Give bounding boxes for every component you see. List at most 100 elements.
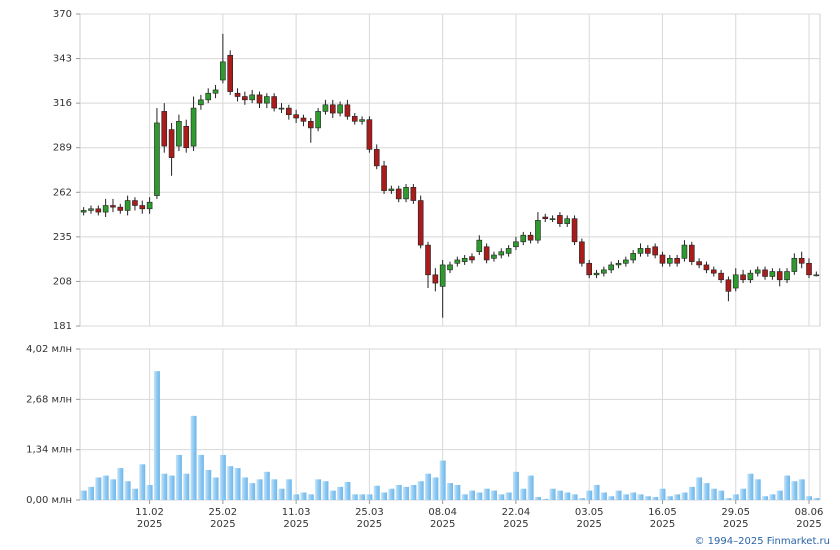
candle-body: [601, 269, 607, 274]
y-tick-label: 316: [53, 98, 72, 109]
volume-bar: [806, 496, 813, 500]
x-tick-label: 25.03 2025: [355, 507, 384, 530]
volume-bar: [190, 415, 197, 500]
x-tick-label: 25.02 2025: [208, 507, 238, 530]
candle-body: [154, 122, 160, 196]
candle-body: [681, 244, 688, 259]
candle-body: [234, 92, 241, 97]
volume-bar: [439, 460, 446, 500]
candle-body: [579, 241, 585, 264]
candle-body: [476, 239, 483, 253]
volume-bar: [747, 473, 754, 500]
volume-bar: [476, 492, 483, 500]
volume-bar: [197, 454, 204, 500]
volume-bar: [227, 466, 234, 500]
volume-bar: [549, 488, 556, 500]
candle-body: [278, 107, 285, 110]
candle-body: [586, 262, 593, 276]
candle-body: [80, 210, 87, 213]
candle-body: [183, 125, 190, 149]
candle-body: [198, 99, 204, 106]
candle-body: [373, 149, 380, 167]
volume-bar: [278, 488, 285, 500]
volume-bar: [784, 475, 791, 500]
volume-bar: [388, 488, 395, 500]
candle-body: [315, 111, 321, 129]
candle-body: [740, 274, 746, 281]
candle-body: [220, 61, 226, 81]
candle-body: [571, 218, 578, 243]
candle-body: [161, 111, 168, 147]
volume-bar: [461, 494, 468, 500]
volume-bar: [425, 473, 432, 500]
candle-body: [652, 246, 658, 256]
candle-body: [242, 96, 248, 101]
candle-body: [439, 264, 446, 287]
candle-body: [461, 258, 468, 262]
volume-bar: [483, 488, 490, 500]
volume-bar: [359, 494, 366, 500]
volume-bar: [300, 492, 307, 500]
volume-bar: [578, 498, 585, 500]
candle-body: [732, 274, 739, 289]
volume-bar: [696, 477, 703, 500]
candle-body: [542, 216, 549, 219]
candle-body: [645, 248, 651, 254]
candle-body: [630, 253, 636, 261]
volume-bar: [688, 486, 695, 500]
candle-body: [806, 262, 812, 276]
volume-bar: [271, 479, 278, 500]
volume-bar: [117, 468, 124, 500]
volume-bar: [161, 473, 168, 500]
volume-bar: [564, 492, 571, 500]
candle-body: [564, 218, 571, 224]
candle-body: [432, 274, 439, 284]
candle-body: [176, 121, 182, 147]
candle-body: [124, 200, 131, 211]
candle-body: [388, 188, 395, 191]
candle-body: [703, 264, 710, 271]
candle-body: [513, 241, 519, 248]
volume-bar: [139, 464, 146, 500]
copyright[interactable]: © 1994–2025 Finmarket.ru: [694, 536, 830, 547]
volume-bar: [344, 481, 351, 500]
candle-body: [293, 114, 299, 119]
y-tick-label: 370: [53, 9, 72, 20]
y-tick-label: 1,34 млн: [26, 445, 72, 456]
x-tick-label: 22.04 2025: [501, 507, 531, 530]
candle-body: [813, 274, 820, 277]
volume-bar: [468, 490, 475, 500]
candle-body: [491, 254, 497, 259]
volume-bar: [571, 494, 578, 500]
volume-bar: [183, 473, 190, 500]
volume-bar: [263, 471, 270, 500]
x-tick-label: 11.03 2025: [281, 507, 311, 530]
volume-bar: [212, 477, 219, 500]
volume-bar: [769, 494, 776, 500]
volume-bar: [798, 479, 805, 500]
volume-bar: [315, 479, 322, 500]
x-tick-label: 29.05 2025: [721, 507, 751, 530]
candle-body: [762, 269, 768, 277]
volume-bar: [813, 498, 820, 500]
candle-body: [329, 104, 336, 114]
candle-body: [366, 119, 373, 150]
candle-body: [784, 271, 790, 281]
volume-bar: [542, 498, 549, 500]
volume-bar: [740, 488, 747, 500]
candle-body: [776, 271, 783, 281]
volume-bar: [366, 494, 373, 500]
volume-bar: [102, 475, 109, 500]
candle-body: [359, 119, 365, 122]
candle-body: [798, 258, 805, 264]
volume-bar: [322, 481, 329, 500]
y-tick-label: 208: [53, 276, 72, 287]
volume-bar: [718, 490, 725, 500]
volume-bar: [600, 492, 607, 500]
candle-body: [688, 244, 695, 262]
volume-bar: [337, 486, 344, 500]
candle-body: [469, 256, 475, 261]
candle-body: [520, 234, 527, 243]
candle-body: [351, 116, 358, 122]
